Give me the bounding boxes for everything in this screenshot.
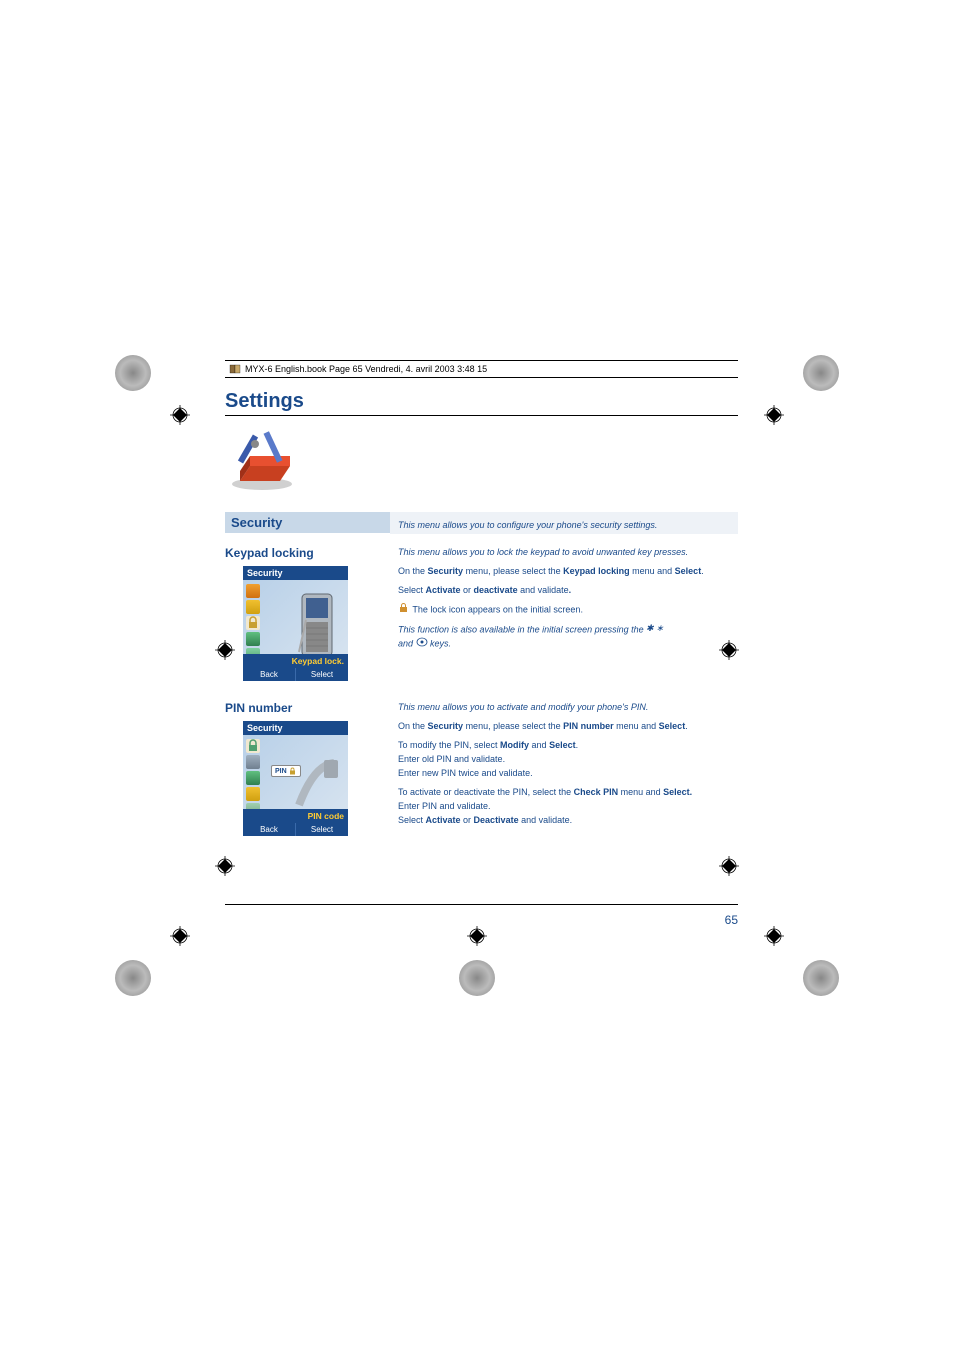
crop-mark bbox=[170, 405, 190, 425]
page-content: MYX-6 English.book Page 65 Vendredi, 4. … bbox=[225, 360, 738, 935]
body-text: On the Security menu, please select the … bbox=[398, 720, 738, 733]
settings-illustration-icon bbox=[225, 426, 300, 494]
section-header-desc: This menu allows you to configure your p… bbox=[390, 512, 738, 534]
ok-key-icon bbox=[416, 637, 428, 651]
phone-menu-label: Keypad lock. bbox=[243, 654, 348, 668]
subsection-title-keypad: Keypad locking bbox=[225, 546, 390, 560]
footer-rule bbox=[225, 904, 738, 905]
body-text: Enter new PIN twice and validate. bbox=[398, 767, 738, 780]
body-text: To modify the PIN, select Modify and Sel… bbox=[398, 739, 738, 752]
menu-icon bbox=[246, 632, 260, 646]
subsection-title-pin: PIN number bbox=[225, 701, 390, 715]
registration-mark bbox=[115, 355, 151, 391]
body-text: Enter PIN and validate. bbox=[398, 800, 738, 813]
page-number: 65 bbox=[725, 913, 738, 927]
title-rule bbox=[225, 415, 738, 416]
subsection-pin-number: PIN number Security PIN bbox=[225, 701, 738, 836]
crop-mark bbox=[170, 926, 190, 946]
menu-icon bbox=[246, 787, 260, 801]
phone-mockup-keypad: Security bbox=[243, 566, 348, 681]
phone-titlebar: Security bbox=[243, 721, 348, 735]
body-text: Select Activate or Deactivate and valida… bbox=[398, 814, 738, 827]
menu-icon bbox=[246, 771, 260, 785]
subsection-body-keypad: This menu allows you to lock the keypad … bbox=[390, 546, 738, 681]
registration-mark bbox=[803, 960, 839, 996]
subsection-desc: This menu allows you to lock the keypad … bbox=[398, 546, 738, 559]
body-text: The lock icon appears on the initial scr… bbox=[398, 603, 738, 617]
subsection-desc: This menu allows you to activate and mod… bbox=[398, 701, 738, 714]
phone-menu-label: PIN code bbox=[243, 809, 348, 823]
softkey-select: Select bbox=[296, 668, 348, 681]
body-text: On the Security menu, please select the … bbox=[398, 565, 738, 578]
section-header-security: Security This menu allows you to configu… bbox=[225, 512, 738, 534]
registration-mark bbox=[459, 960, 495, 996]
phone-titlebar: Security bbox=[243, 566, 348, 580]
crop-mark bbox=[764, 926, 784, 946]
softkey-back: Back bbox=[243, 823, 296, 836]
body-text: Enter old PIN and validate. bbox=[398, 753, 738, 766]
book-icon bbox=[229, 363, 241, 375]
page-title: Settings bbox=[225, 390, 738, 413]
body-text: This function is also available in the i… bbox=[398, 623, 738, 651]
body-text: To activate or deactivate the PIN, selec… bbox=[398, 786, 738, 799]
section-header-label: Security bbox=[225, 512, 390, 533]
phone-device-image bbox=[294, 590, 340, 662]
lock-inline-icon bbox=[398, 603, 410, 617]
lock-icon bbox=[246, 616, 260, 630]
book-header-bar: MYX-6 English.book Page 65 Vendredi, 4. … bbox=[225, 360, 738, 378]
softkey-back: Back bbox=[243, 668, 296, 681]
star-key-icon: ✱ ∗ ⇧ bbox=[646, 623, 666, 637]
subsection-keypad-locking: Keypad locking Security bbox=[225, 546, 738, 681]
menu-icon bbox=[246, 755, 260, 769]
body-text: Select Activate or deactivate and valida… bbox=[398, 584, 738, 597]
menu-icon bbox=[246, 584, 260, 598]
svg-text:✱ ∗ ⇧: ✱ ∗ ⇧ bbox=[646, 623, 666, 633]
lock-icon bbox=[246, 739, 260, 753]
book-header-text: MYX-6 English.book Page 65 Vendredi, 4. … bbox=[245, 364, 487, 374]
phone-mockup-pin: Security PIN bbox=[243, 721, 348, 836]
registration-mark bbox=[803, 355, 839, 391]
menu-icon bbox=[246, 600, 260, 614]
softkey-select: Select bbox=[296, 823, 348, 836]
registration-mark bbox=[115, 960, 151, 996]
crop-mark bbox=[764, 405, 784, 425]
subsection-body-pin: This menu allows you to activate and mod… bbox=[390, 701, 738, 836]
